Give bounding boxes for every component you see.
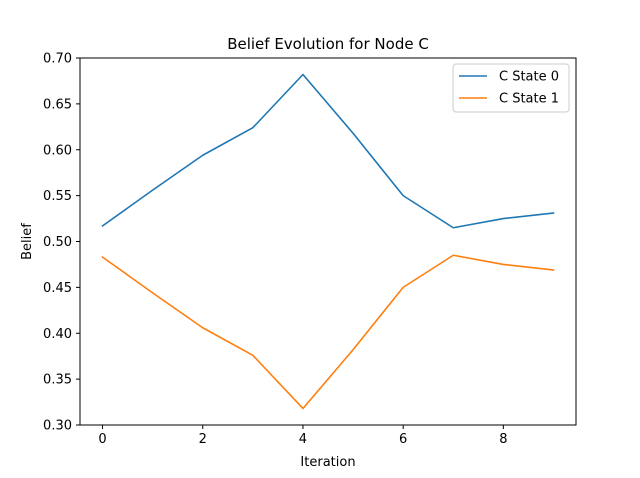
y-tick-label: 0.70: [43, 52, 72, 67]
y-tick-label: 0.65: [43, 97, 72, 112]
y-tick-label: 0.30: [43, 419, 72, 434]
x-tick-label: 0: [98, 432, 106, 447]
x-tick-label: 8: [499, 432, 507, 447]
legend-label-1: C State 1: [499, 92, 559, 107]
y-tick-label: 0.55: [43, 189, 72, 204]
y-tick-label: 0.35: [43, 373, 72, 388]
x-tick-label: 4: [299, 432, 307, 447]
legend-label-0: C State 0: [499, 70, 559, 85]
y-axis-label: Belief: [20, 223, 35, 260]
y-tick-label: 0.45: [43, 281, 72, 296]
y-tick-label: 0.50: [43, 235, 72, 250]
x-tick-label: 6: [399, 432, 407, 447]
y-tick-label: 0.60: [43, 143, 72, 158]
x-tick-label: 2: [199, 432, 207, 447]
legend: C State 0 C State 1: [453, 64, 569, 112]
y-tick-label: 0.40: [43, 327, 72, 342]
chart-title: Belief Evolution for Node C: [227, 35, 429, 53]
x-axis-label: Iteration: [300, 455, 355, 470]
